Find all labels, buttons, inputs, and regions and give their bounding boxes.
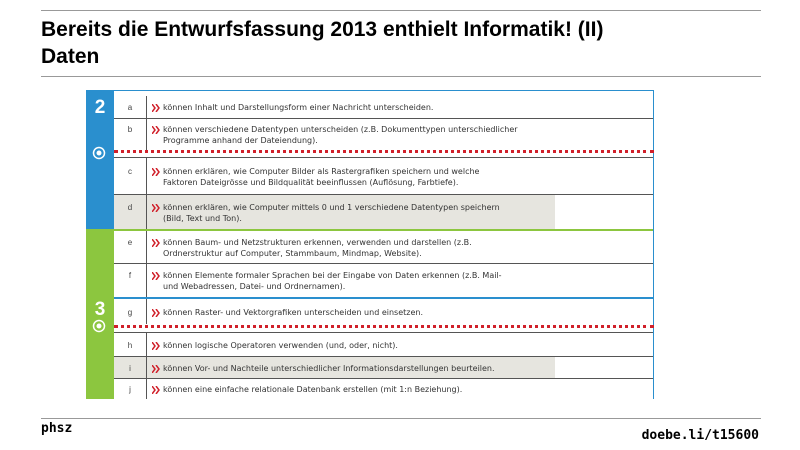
text-line: können erklären, wie Computer Bilder als… (163, 166, 480, 176)
text-line: können logische Operatoren verwenden (un… (163, 340, 398, 350)
bullet (152, 126, 160, 134)
row-text: können erklären, wie Computer mittels 0 … (163, 202, 500, 224)
cycle-icon (92, 146, 106, 160)
table-row: g können Raster- und Vektorgrafiken unter… (114, 297, 653, 324)
cycle-divider (114, 325, 654, 328)
title-line: Daten (41, 45, 100, 68)
row-letter: a (114, 96, 147, 118)
row-text: können Vor- und Nachteile unterschiedlic… (163, 363, 495, 374)
row-text: können eine einfache relationale Datenba… (163, 384, 462, 395)
cycle-divider (114, 150, 654, 153)
rule (41, 418, 761, 419)
bullet (152, 167, 160, 176)
text-line: können Raster- und Vektorgrafiken unters… (163, 308, 423, 317)
row-letter: j (114, 379, 147, 399)
table-row: b können verschiedene Datentypen untersch… (114, 118, 653, 150)
row-highlight (114, 195, 555, 229)
row-letter: d (114, 195, 147, 229)
table-row: e können Baum- und Netzstrukturen erkenne… (114, 229, 653, 263)
table-top (114, 90, 654, 91)
bullet (152, 364, 160, 373)
row-highlight (114, 357, 555, 378)
table-row: i können Vor- und Nachteile unterschiedli… (114, 356, 653, 378)
text-line: können Baum- und Netzstrukturen erkennen… (163, 238, 472, 247)
footer-right: doebe.li/t15600 (641, 428, 759, 443)
text-line: und Webadressen, Datei- und Ordnernamen)… (163, 282, 346, 291)
table-row: h können logische Operatoren verwenden (u… (114, 332, 653, 356)
row-letter: f (114, 264, 147, 297)
text-line: (Bild, Text und Ton). (163, 213, 242, 223)
row-text: können Inhalt und Darstellungsform einer… (163, 102, 433, 113)
text-line: können eine einfache relationale Datenba… (163, 385, 463, 394)
row-text: können Elemente formaler Sprachen bei de… (163, 270, 502, 292)
text-line: können Vor- und Nachteile unterschiedlic… (163, 363, 495, 373)
table-row: c können erklären, wie Computer Bilder al… (114, 157, 653, 194)
row-text: können logische Operatoren verwenden (un… (163, 340, 398, 351)
row-text: können verschiedene Datentypen untersche… (163, 124, 518, 146)
cycle-icon (92, 319, 106, 333)
table-edge (653, 90, 654, 399)
title: Bereits die Entwurfsfassung 2013 enthiel… (41, 16, 603, 70)
row-letter: g (114, 299, 147, 324)
row-letter: c (114, 158, 147, 194)
bullet (152, 103, 160, 112)
title-line: Bereits die Entwurfsfassung 2013 enthiel… (41, 18, 604, 41)
text-line: Ordnerstruktur auf Computer, Stammbaum, … (163, 249, 422, 258)
rule (41, 10, 761, 11)
table-row: d können erklären, wie Computer mittels 0… (114, 194, 653, 229)
cycle-bar-3 (86, 229, 114, 399)
cycle-bar-2 (86, 90, 114, 229)
row-text: können Baum- und Netzstrukturen erkennen… (163, 237, 472, 259)
text-line: Programme anhand der Dateiendung). (163, 136, 318, 145)
row-letter: h (114, 333, 147, 356)
text-line: können erklären, wie Computer mittels 0 … (163, 202, 500, 212)
cycle-number: 3 (94, 299, 106, 320)
table-row: a können Inhalt und Darstellungsform eine… (114, 96, 653, 118)
row-text: können erklären, wie Computer Bilder als… (163, 166, 479, 188)
bullet (152, 386, 160, 394)
row-text: können Raster- und Vektorgrafiken unters… (163, 307, 423, 318)
table-row: f können Elemente formaler Sprachen bei d… (114, 263, 653, 297)
bullet (152, 341, 160, 350)
bullet (152, 203, 160, 212)
rule (41, 76, 761, 77)
table-row: j können eine einfache relationale Datenb… (114, 378, 653, 399)
bullet (152, 239, 160, 247)
text-line: können Elemente formaler Sprachen bei de… (163, 271, 502, 280)
row-letter: i (114, 357, 147, 378)
row-letter: e (114, 231, 147, 263)
text-line: können verschiedene Datentypen untersche… (163, 125, 518, 134)
cycle-number: 2 (94, 97, 106, 118)
bullet (152, 272, 160, 280)
footer-left: phsz (41, 421, 73, 436)
row-letter: b (114, 119, 147, 150)
text-line: können Inhalt und Darstellungsform einer… (163, 102, 434, 112)
bullet (152, 309, 160, 317)
text-line: Faktoren Dateigrösse und Bildqualität be… (163, 177, 459, 187)
